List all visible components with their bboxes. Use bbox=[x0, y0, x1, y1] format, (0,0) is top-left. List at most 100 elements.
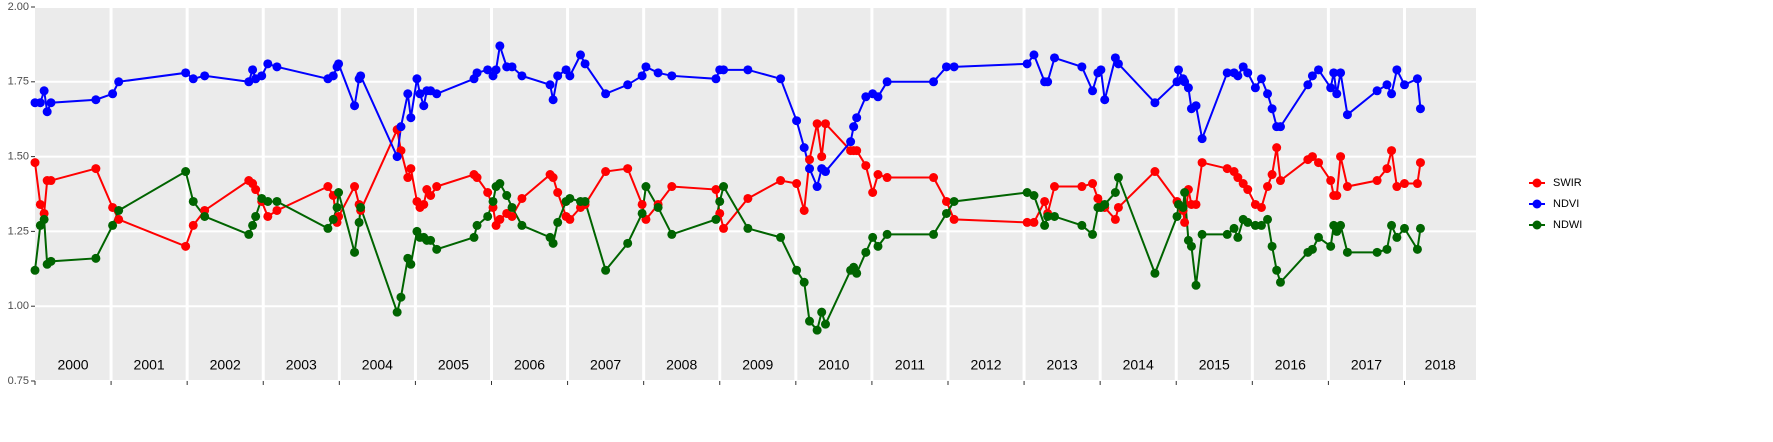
point bbox=[817, 152, 827, 162]
point bbox=[188, 220, 198, 230]
point bbox=[1303, 80, 1313, 90]
point bbox=[323, 223, 333, 233]
point bbox=[272, 196, 282, 206]
point bbox=[792, 116, 802, 126]
point bbox=[565, 214, 575, 224]
point bbox=[623, 238, 633, 248]
point bbox=[1029, 50, 1039, 60]
point bbox=[1191, 199, 1201, 209]
point bbox=[1392, 65, 1402, 75]
point bbox=[42, 107, 52, 117]
point bbox=[406, 113, 416, 123]
point bbox=[1233, 71, 1243, 81]
point bbox=[1387, 146, 1397, 156]
year-label: 2002 bbox=[210, 357, 241, 373]
point bbox=[323, 182, 333, 192]
point bbox=[1399, 80, 1409, 90]
point bbox=[1150, 98, 1160, 108]
point bbox=[432, 244, 442, 254]
point bbox=[1314, 232, 1324, 242]
point bbox=[719, 182, 729, 192]
point bbox=[1392, 182, 1402, 192]
point bbox=[432, 182, 442, 192]
point bbox=[108, 220, 118, 230]
point bbox=[46, 256, 56, 266]
y-tick-label: 2.00 bbox=[8, 1, 29, 13]
point bbox=[1336, 220, 1346, 230]
point bbox=[251, 185, 261, 195]
point bbox=[30, 158, 40, 168]
point bbox=[244, 77, 254, 87]
point bbox=[1222, 164, 1232, 174]
point bbox=[1250, 83, 1260, 93]
point bbox=[108, 89, 118, 99]
point bbox=[565, 71, 575, 81]
point bbox=[406, 164, 416, 174]
point bbox=[941, 196, 951, 206]
point bbox=[1399, 223, 1409, 233]
point bbox=[472, 68, 482, 78]
point bbox=[929, 77, 939, 87]
point bbox=[1263, 89, 1273, 99]
point bbox=[1088, 179, 1098, 189]
point bbox=[472, 220, 482, 230]
point bbox=[1263, 214, 1273, 224]
series-line bbox=[35, 45, 1422, 190]
point bbox=[403, 89, 413, 99]
point bbox=[392, 307, 402, 317]
point bbox=[432, 89, 442, 99]
point bbox=[1415, 223, 1425, 233]
point bbox=[1332, 89, 1342, 99]
point bbox=[949, 214, 959, 224]
point bbox=[114, 214, 124, 224]
point bbox=[200, 71, 210, 81]
point bbox=[1415, 104, 1425, 114]
point bbox=[419, 199, 429, 209]
legend-key bbox=[1532, 220, 1542, 230]
point bbox=[114, 205, 124, 215]
point bbox=[1178, 202, 1188, 212]
point bbox=[517, 71, 527, 81]
year-label: 2015 bbox=[1199, 357, 1230, 373]
point bbox=[817, 307, 827, 317]
point bbox=[1382, 164, 1392, 174]
point bbox=[812, 119, 822, 129]
point bbox=[1342, 247, 1352, 257]
point bbox=[495, 179, 505, 189]
point bbox=[1326, 241, 1336, 251]
point bbox=[35, 199, 45, 209]
point bbox=[1307, 244, 1317, 254]
point bbox=[30, 265, 40, 275]
legend-label: NDWI bbox=[1553, 219, 1582, 231]
point bbox=[354, 217, 364, 227]
point bbox=[1022, 188, 1032, 198]
point bbox=[1332, 190, 1342, 200]
point bbox=[1172, 211, 1182, 221]
point bbox=[1336, 68, 1346, 78]
point bbox=[91, 95, 101, 105]
point bbox=[507, 202, 517, 212]
series-line bbox=[34, 121, 1422, 248]
point bbox=[861, 247, 871, 257]
point bbox=[580, 59, 590, 69]
point bbox=[805, 316, 815, 326]
y-tick-label: 0.75 bbox=[8, 375, 29, 387]
point bbox=[495, 214, 505, 224]
point bbox=[415, 89, 425, 99]
point bbox=[1267, 170, 1277, 180]
point bbox=[1077, 182, 1087, 192]
point bbox=[272, 62, 282, 72]
point bbox=[502, 190, 512, 200]
point bbox=[483, 211, 493, 221]
point bbox=[334, 188, 344, 198]
point bbox=[1180, 188, 1190, 198]
point bbox=[667, 71, 677, 81]
point bbox=[1233, 232, 1243, 242]
point bbox=[743, 193, 753, 203]
point bbox=[799, 143, 809, 153]
y-tick-label: 1.00 bbox=[8, 300, 29, 312]
point bbox=[792, 179, 802, 189]
point bbox=[263, 211, 273, 221]
point bbox=[39, 214, 49, 224]
